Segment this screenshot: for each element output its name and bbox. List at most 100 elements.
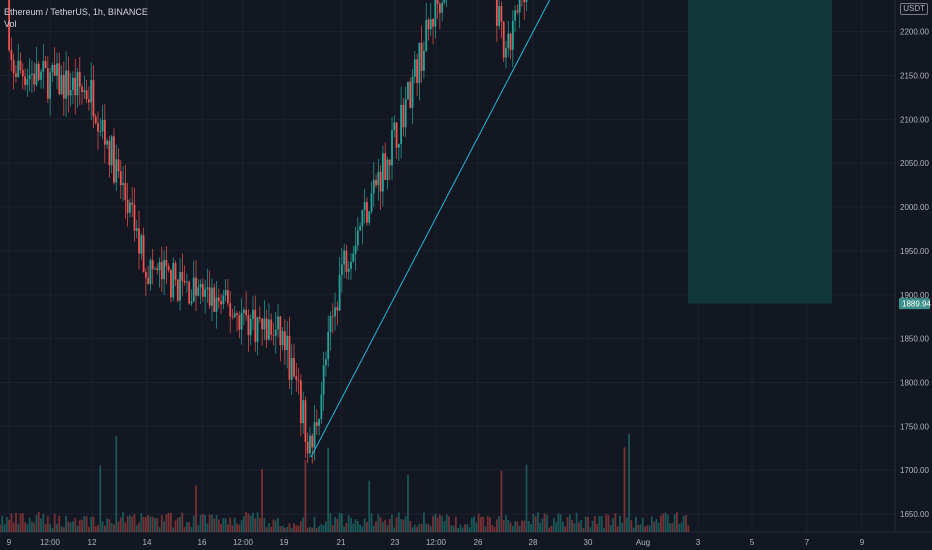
position-zones[interactable]: [688, 0, 832, 304]
volume-bar: [206, 523, 209, 532]
candle-body: [304, 400, 307, 442]
volume-bar: [197, 525, 200, 532]
volume-bar: [546, 514, 548, 532]
volume-bar: [495, 519, 498, 532]
volume-bar: [299, 521, 302, 532]
volume-bar: [254, 518, 257, 532]
volume-bar: [133, 514, 136, 532]
volume-label[interactable]: Vol: [4, 19, 17, 29]
volume-bar: [591, 520, 594, 532]
volume-bar: [350, 517, 352, 532]
drawings[interactable]: [0, 0, 895, 458]
candle-body: [495, 0, 498, 26]
price-axis[interactable]: 2700.002650.002600.002550.002500.002450.…: [900, 0, 929, 519]
candle-body: [224, 290, 227, 296]
candle-body: [108, 140, 111, 166]
volume-bar: [621, 522, 624, 532]
trend-line: [310, 0, 551, 458]
volume-bar: [391, 514, 393, 532]
candle-body: [192, 277, 195, 302]
candle-body: [87, 99, 90, 103]
volume-bar: [466, 524, 469, 532]
volume-bar: [233, 517, 236, 532]
volume-bar: [445, 514, 448, 532]
time-axis[interactable]: 9 12:00 12 14 16 12:00 19 21 23 12:00 26 28 30 Aug 3 5 7…: [7, 538, 865, 547]
candle-body: [350, 261, 352, 269]
volume-bar: [3, 524, 6, 532]
volume-bar: [516, 521, 519, 532]
volume-bar: [60, 526, 63, 532]
volume-bar: [680, 522, 683, 532]
volume-bar: [347, 515, 350, 532]
volume-bar: [420, 523, 423, 532]
volume-bar: [452, 525, 455, 532]
currency-button[interactable]: USDT: [900, 3, 928, 15]
volume-bar: [363, 518, 366, 532]
volume-bar: [279, 526, 282, 532]
volume-bar: [628, 433, 630, 532]
volume-bar: [252, 512, 254, 532]
candle-body: [375, 179, 377, 186]
time-tick-label: 12:00: [426, 538, 447, 547]
candle-body: [195, 277, 197, 296]
candle-body: [372, 179, 375, 194]
volume-bar: [181, 512, 184, 532]
candle-body: [142, 235, 145, 273]
volume-bar: [195, 485, 197, 532]
volume-bar: [395, 517, 398, 532]
volume-bar: [425, 523, 428, 532]
price-tick-label: 2150.00: [900, 72, 929, 81]
candle-body: [343, 250, 346, 265]
volume-bar: [126, 516, 129, 532]
volume-bar: [356, 521, 359, 532]
volume-bar: [49, 524, 52, 532]
volume-bar: [122, 512, 124, 532]
volume-bar: [388, 519, 391, 532]
volume-bar: [359, 524, 362, 532]
candle-body: [322, 365, 325, 395]
candle-body: [60, 74, 63, 95]
volume-bar: [1, 515, 4, 532]
time-tick-label: 9: [7, 538, 12, 547]
volume-bar: [247, 513, 250, 532]
volume-bar: [277, 517, 279, 532]
volume-bar: [438, 514, 441, 532]
candle-body: [400, 104, 403, 145]
volume-bar: [311, 527, 314, 532]
price-axis-panel[interactable]: [895, 0, 932, 532]
candle-body: [274, 329, 277, 336]
candle-body: [170, 270, 172, 298]
volume-bar: [140, 513, 143, 532]
price-tick-label: 1650.00: [900, 510, 929, 519]
candle-body: [229, 303, 232, 317]
candle-body: [220, 301, 222, 305]
candle-body: [359, 226, 362, 231]
candle-body: [270, 319, 273, 335]
volume-bar: [154, 518, 156, 532]
volume-bar: [646, 525, 649, 532]
candle-body: [8, 0, 11, 51]
candle-body: [293, 358, 295, 377]
volume-bar: [302, 517, 305, 532]
symbol-title[interactable]: Ethereum / TetherUS, 1h, BINANCE: [4, 7, 148, 17]
volume-bar: [682, 515, 685, 532]
volume-bar: [318, 526, 320, 532]
candle-body: [347, 268, 350, 272]
time-tick-label: 7: [805, 538, 810, 547]
volume-bar: [666, 514, 669, 532]
volume-bar: [94, 526, 97, 532]
candle-body: [90, 80, 93, 103]
candle-body: [17, 60, 20, 77]
candle-body: [272, 334, 275, 336]
candle-body: [26, 79, 29, 86]
price-tick-label: 2050.00: [900, 159, 929, 168]
candle-body: [199, 284, 202, 288]
time-tick-label: 19: [280, 538, 289, 547]
candle-body: [327, 332, 330, 360]
volume-bar: [598, 516, 601, 532]
volume-bar: [272, 519, 275, 532]
candle-body: [336, 307, 339, 311]
volume-bar: [31, 521, 33, 532]
volume-bar: [632, 527, 635, 532]
